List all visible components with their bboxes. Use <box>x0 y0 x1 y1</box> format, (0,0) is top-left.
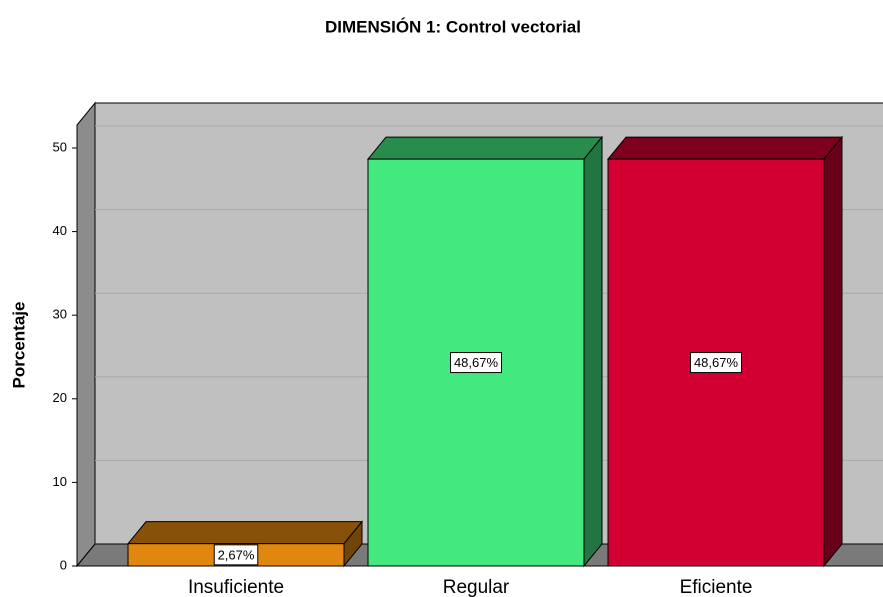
y-axis-label: Porcentaje <box>9 302 28 389</box>
bar <box>126 520 364 568</box>
y-tick-label: 10 <box>53 474 67 489</box>
y-tick-label: 40 <box>53 223 67 238</box>
bar-side <box>823 135 843 568</box>
value-label: 48,67% <box>454 355 499 370</box>
value-label-box <box>450 352 502 374</box>
bar <box>366 135 604 568</box>
y-tick-label: 30 <box>53 307 67 322</box>
y-tick-label: 20 <box>53 390 67 405</box>
y-tick-label: 0 <box>60 557 67 572</box>
bar-top <box>126 521 364 545</box>
x-tick-label: Insuficiente <box>188 577 284 597</box>
value-label: 48,67% <box>694 355 739 370</box>
x-tick-label: Regular <box>443 577 510 597</box>
bar <box>606 135 844 568</box>
value-label-box <box>690 352 742 374</box>
left-wall <box>76 101 96 568</box>
value-label: 2,67% <box>218 547 255 562</box>
bar-top <box>606 136 844 160</box>
bar-top <box>366 136 604 160</box>
value-label-box <box>213 544 259 566</box>
y-tick-label: 50 <box>53 139 67 154</box>
bar-side <box>583 135 603 568</box>
chart-title: DIMENSIÓN 1: Control vectorial <box>325 17 581 36</box>
x-tick-label: Eficiente <box>680 577 753 597</box>
